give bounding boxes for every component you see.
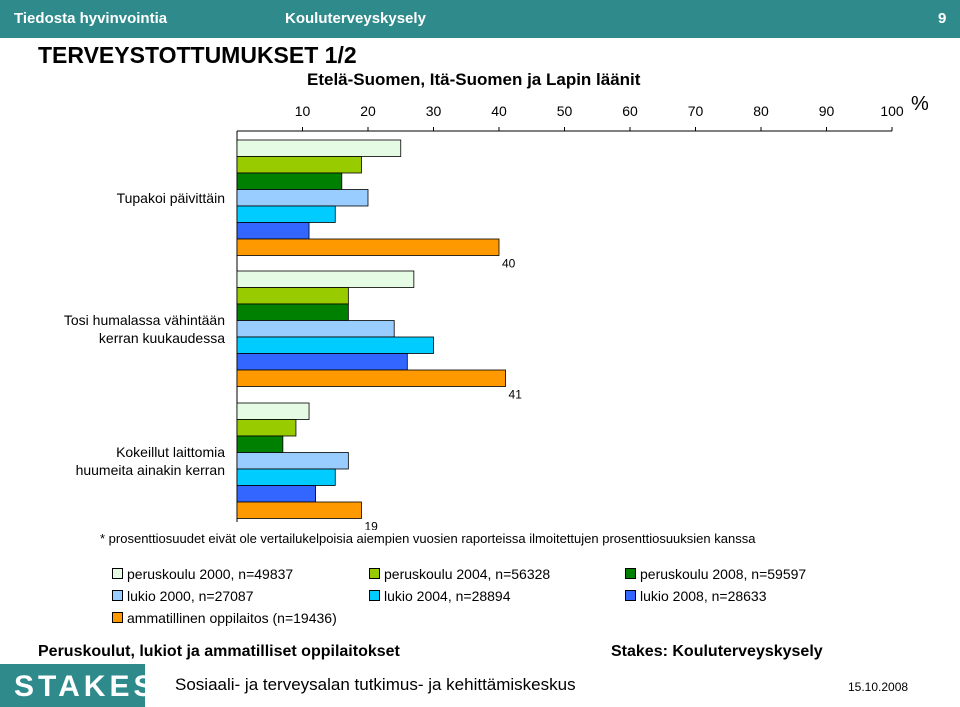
x-tick-label: 70 xyxy=(688,103,704,119)
legend-swatch xyxy=(625,568,636,579)
page-number: 9 xyxy=(938,10,947,27)
bar-chart: 10 20 30 40 50 60 70 80 90 100 Tupakoi päivittäin T… xyxy=(64,103,904,531)
legend-label: lukio 2008, n=28633 xyxy=(640,588,767,604)
bar xyxy=(236,205,336,223)
x-tick-label: 80 xyxy=(753,103,769,119)
chart-footnote: * prosenttiosuudet eivät ole vertailukel… xyxy=(100,531,756,546)
legend-swatch xyxy=(369,568,380,579)
legend-swatch xyxy=(625,590,636,601)
category-label: Kokeillut laittomia huumeita ainakin kerr… xyxy=(76,444,226,478)
legend-item: peruskoulu 2004, n=56328 xyxy=(369,566,550,582)
percent-unit: % xyxy=(911,93,929,115)
legend-item: lukio 2000, n=27087 xyxy=(112,588,254,604)
category-label: Tosi humalassa vähintään kerran kuukaudes… xyxy=(64,312,225,346)
bar xyxy=(236,501,362,519)
page-title: TERVEYSTOTTUMUKSET 1/2 xyxy=(38,42,357,68)
footer-left-text: Peruskoulut, lukiot ja ammatilliset oppi… xyxy=(38,643,400,660)
bar xyxy=(236,435,284,453)
legend-label: lukio 2000, n=27087 xyxy=(127,588,254,604)
legend-item: peruskoulu 2008, n=59597 xyxy=(625,566,806,582)
x-tick-label: 30 xyxy=(426,103,442,119)
bar xyxy=(236,419,297,437)
x-tick-label: 100 xyxy=(880,103,904,119)
bar xyxy=(236,452,349,470)
legend-label: peruskoulu 2000, n=49837 xyxy=(127,566,294,582)
header-center-label: Kouluterveyskysely xyxy=(285,10,426,27)
legend-swatch xyxy=(112,590,123,601)
legend-label: ammatillinen oppilaitos (n=19436) xyxy=(127,610,337,626)
legend-item: lukio 2004, n=28894 xyxy=(369,588,511,604)
x-tick-label: 20 xyxy=(360,103,376,119)
legend-label: peruskoulu 2008, n=59597 xyxy=(640,566,807,582)
chart-legend: peruskoulu 2000, n=49837 peruskoulu 2004,… xyxy=(112,566,832,632)
bar xyxy=(236,468,336,486)
x-tick-label: 60 xyxy=(622,103,638,119)
bar xyxy=(236,139,402,157)
bar xyxy=(236,156,362,174)
bar xyxy=(236,222,310,240)
legend-swatch xyxy=(112,568,123,579)
legend-item: ammatillinen oppilaitos (n=19436) xyxy=(112,610,337,626)
legend-label: lukio 2004, n=28894 xyxy=(384,588,511,604)
bar xyxy=(236,485,316,503)
data-label: 41 xyxy=(509,388,523,402)
header-bar: Tiedosta hyvinvointia Kouluterveyskysely… xyxy=(0,0,960,38)
header-left-label: Tiedosta hyvinvointia xyxy=(14,10,168,27)
data-label: 19 xyxy=(364,520,378,531)
bar xyxy=(236,320,395,338)
x-tick-label: 10 xyxy=(295,103,311,119)
bar xyxy=(236,238,500,256)
bar xyxy=(236,189,369,207)
data-label: 40 xyxy=(502,257,516,271)
legend-item: peruskoulu 2000, n=49837 xyxy=(112,566,293,582)
x-tick-label: 50 xyxy=(557,103,573,119)
legend-swatch xyxy=(369,590,380,601)
legend-swatch xyxy=(112,612,123,623)
x-tick-label: 40 xyxy=(491,103,507,119)
bar xyxy=(236,287,349,305)
bar xyxy=(236,353,408,371)
category-label: Tupakoi päivittäin xyxy=(117,190,225,206)
chart-subtitle: Etelä-Suomen, Itä-Suomen ja Lapin läänit xyxy=(307,70,641,89)
legend-label: peruskoulu 2004, n=56328 xyxy=(384,566,551,582)
x-tick-label: 90 xyxy=(819,103,835,119)
stakes-logo: STAKES xyxy=(0,664,153,707)
footer-right-text: Stakes: Kouluterveyskysely xyxy=(611,643,823,660)
bar xyxy=(236,303,349,321)
bar xyxy=(236,270,415,288)
report-date: 15.10.2008 xyxy=(848,680,909,694)
logo-text: STAKES xyxy=(14,670,158,703)
bar xyxy=(236,402,310,420)
bar xyxy=(236,369,506,387)
bar xyxy=(236,172,343,190)
institute-name: Sosiaali- ja terveysalan tutkimus- ja ke… xyxy=(175,675,576,694)
bar xyxy=(236,336,434,354)
legend-item: lukio 2008, n=28633 xyxy=(625,588,767,604)
